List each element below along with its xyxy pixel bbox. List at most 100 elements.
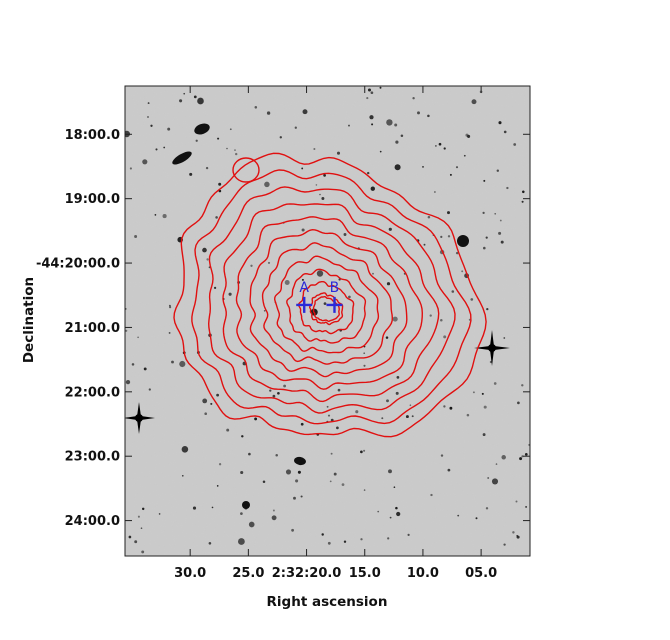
star	[291, 528, 294, 532]
star	[435, 145, 437, 147]
star	[326, 405, 329, 408]
y-tick-label: 24:00.0	[65, 514, 120, 529]
star	[293, 496, 296, 500]
star	[193, 95, 197, 99]
star	[395, 391, 399, 395]
star	[216, 393, 220, 397]
star	[301, 228, 305, 232]
star	[195, 139, 198, 142]
star	[400, 134, 404, 138]
star	[202, 247, 207, 253]
star	[264, 181, 270, 188]
star	[240, 470, 244, 475]
star	[487, 477, 490, 479]
x-tick-label: 2:32:20.0	[272, 566, 342, 581]
star	[427, 114, 430, 118]
star	[412, 97, 415, 100]
star	[503, 543, 506, 546]
star	[379, 150, 382, 153]
y-tick-label: 23:00.0	[65, 450, 120, 465]
contour-line	[232, 157, 260, 183]
star	[181, 446, 189, 453]
star	[336, 151, 341, 155]
star	[294, 126, 297, 129]
star	[386, 399, 389, 403]
star	[372, 272, 374, 275]
star	[355, 410, 359, 414]
star	[319, 193, 321, 196]
star	[134, 235, 138, 238]
star	[300, 422, 304, 426]
star	[181, 474, 184, 477]
star	[315, 184, 318, 186]
star	[392, 316, 398, 322]
star-field	[125, 86, 530, 554]
star	[471, 99, 477, 105]
star	[427, 215, 431, 219]
star	[129, 167, 132, 170]
star	[443, 147, 446, 150]
star	[323, 302, 327, 305]
star	[466, 413, 470, 417]
x-tick-label: 30.0	[174, 566, 206, 581]
star	[515, 500, 518, 503]
star	[140, 527, 143, 529]
star	[316, 270, 324, 277]
x-tick-label: 15.0	[349, 566, 381, 581]
star	[167, 127, 171, 131]
star	[131, 363, 135, 366]
star	[228, 292, 232, 296]
contour-line	[273, 255, 380, 354]
star	[125, 329, 128, 332]
star	[238, 538, 245, 545]
star	[211, 506, 214, 509]
star	[363, 489, 366, 491]
star	[313, 147, 316, 151]
star	[483, 179, 486, 182]
star	[363, 364, 366, 367]
star	[396, 511, 401, 517]
star	[482, 433, 486, 437]
star	[323, 174, 326, 177]
star	[395, 506, 398, 510]
star	[210, 402, 213, 405]
star	[486, 307, 489, 311]
star	[162, 214, 167, 219]
star	[155, 148, 158, 151]
bright-star	[474, 330, 510, 366]
star	[158, 513, 161, 515]
star	[279, 136, 282, 139]
contour-line	[297, 281, 355, 335]
star	[300, 495, 303, 498]
source-marker: A	[296, 280, 313, 313]
x-tick-label: 05.0	[465, 566, 497, 581]
star	[141, 550, 145, 554]
star	[503, 337, 506, 339]
star	[263, 309, 266, 312]
star	[213, 286, 217, 290]
star	[348, 124, 350, 127]
star	[481, 392, 484, 395]
star	[440, 454, 444, 457]
star	[522, 190, 525, 194]
star	[494, 212, 497, 215]
star	[485, 507, 489, 510]
star	[430, 493, 433, 497]
star	[417, 111, 420, 115]
marker-label: A	[299, 280, 309, 296]
star	[501, 455, 506, 460]
star	[500, 240, 504, 244]
star	[179, 99, 183, 103]
star	[171, 360, 174, 364]
star	[521, 200, 524, 203]
star	[248, 452, 251, 456]
star	[141, 507, 145, 511]
x-tick-label: 25.0	[232, 566, 264, 581]
star	[297, 470, 301, 474]
star	[525, 505, 528, 508]
star	[461, 270, 464, 273]
star	[370, 186, 375, 191]
star	[142, 159, 148, 165]
star	[154, 214, 157, 216]
star	[449, 173, 452, 176]
